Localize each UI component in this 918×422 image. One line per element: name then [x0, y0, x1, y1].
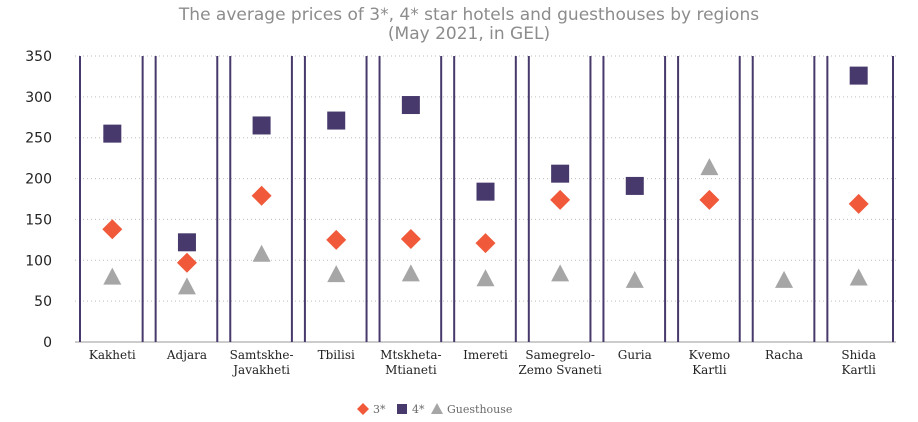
x-tick-label: Kvemo Kartli [689, 348, 730, 377]
series-3- [102, 185, 869, 273]
data-point [476, 182, 495, 201]
data-point [252, 116, 271, 135]
y-tick-label: 250 [25, 131, 52, 147]
data-point [849, 268, 868, 286]
category-separators [79, 56, 894, 342]
y-tick-label: 100 [25, 253, 52, 269]
data-point [848, 193, 869, 214]
series-4- [103, 66, 868, 252]
data-point [251, 185, 272, 206]
data-marks [102, 66, 869, 295]
y-tick-label: 150 [25, 212, 52, 228]
x-axis-ticks: Kakheti Adjara Samtskhe-Javakheti Tbilisi Mt… [89, 348, 876, 377]
data-point [625, 270, 644, 288]
data-point [327, 111, 346, 130]
series-guesthouse [103, 158, 868, 295]
y-tick-label: 0 [43, 335, 52, 351]
data-point [177, 233, 196, 252]
legend-label: 3* [373, 403, 386, 416]
legend-marker [397, 404, 407, 414]
x-tick-label: Shida Kartli [841, 348, 876, 377]
legend-label: 4* [412, 403, 425, 416]
x-tick-label: Racha [765, 348, 803, 362]
data-point [849, 66, 868, 85]
data-point [102, 219, 123, 240]
x-tick-label: Tbilisi [318, 348, 355, 362]
data-point [103, 124, 122, 143]
x-tick-label: Guria [618, 348, 652, 362]
legend: 3* 4* Guesthouse [357, 403, 512, 416]
x-tick-label: Imereti [463, 348, 508, 362]
data-point [775, 270, 794, 288]
x-tick-label: Samegrelo-Zemo Svaneti [518, 348, 602, 377]
y-tick-label: 200 [25, 172, 52, 188]
x-tick-label: Samtskhe-Javakheti [230, 348, 294, 377]
y-tick-label: 50 [34, 294, 52, 310]
data-point [400, 229, 421, 250]
data-point [103, 267, 122, 285]
data-point [625, 176, 644, 195]
y-tick-label: 350 [25, 49, 52, 65]
x-tick-label: Kakheti [89, 348, 136, 362]
data-point [252, 244, 271, 262]
data-point [177, 277, 196, 295]
chart-title: The average prices of 3*, 4* star hotels… [178, 5, 759, 25]
data-point [401, 264, 420, 282]
y-axis-ticks: 0 50 100 150 200 250 300 350 [25, 49, 52, 351]
data-point [700, 158, 719, 176]
data-point [551, 164, 570, 183]
data-point [326, 229, 347, 250]
data-point [475, 233, 496, 254]
y-tick-label: 300 [25, 90, 52, 106]
legend-label: Guesthouse [447, 403, 512, 416]
x-tick-label: Mtskheta-Mtianeti [380, 348, 441, 377]
data-point [327, 265, 346, 283]
x-tick-label: Adjara [166, 348, 207, 362]
data-point [550, 189, 571, 210]
data-point [551, 264, 570, 282]
data-point [476, 269, 495, 287]
legend-marker [357, 403, 369, 415]
data-point [699, 189, 720, 210]
data-point [176, 252, 197, 273]
chart-subtitle: (May 2021, in GEL) [388, 24, 550, 44]
legend-marker [431, 403, 443, 414]
data-point [401, 96, 420, 115]
gridlines [75, 55, 896, 343]
